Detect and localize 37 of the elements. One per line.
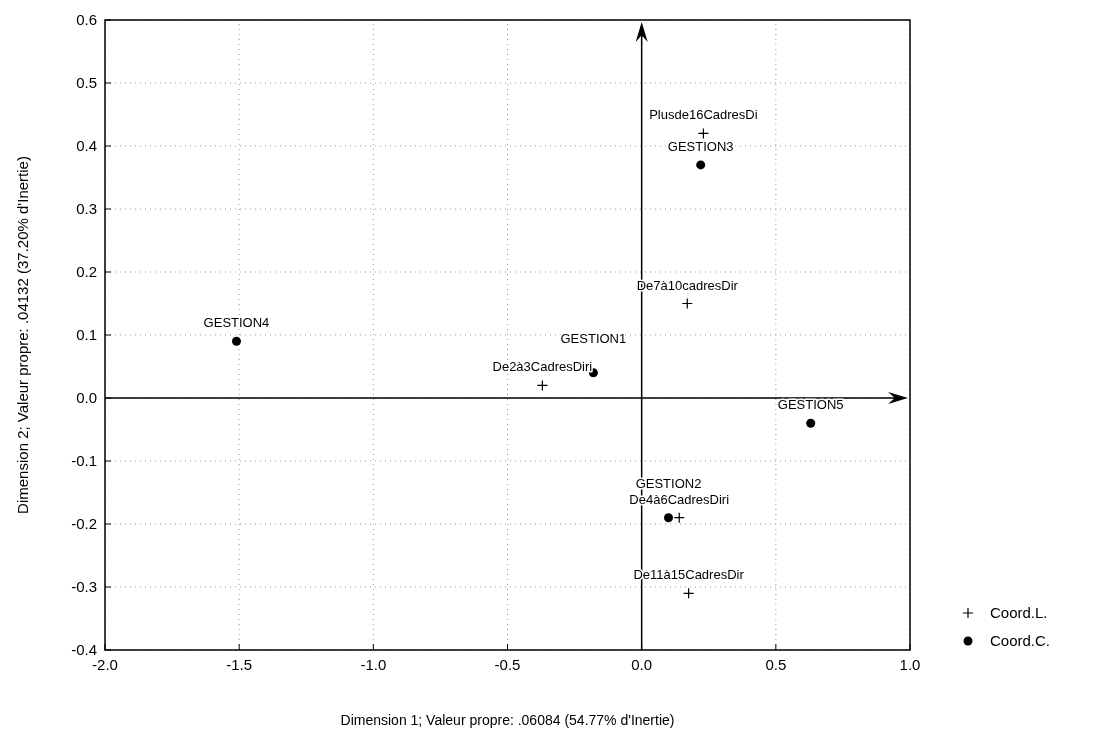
point <box>664 513 673 523</box>
point <box>683 587 695 599</box>
y-tick-label: 0.5 <box>76 74 97 91</box>
point <box>697 127 709 139</box>
point <box>673 512 685 524</box>
y-tick-label: 0.1 <box>76 326 97 343</box>
y-tick-label: 0.4 <box>76 137 97 154</box>
x-tick-label: -1.5 <box>226 656 253 673</box>
point <box>231 336 241 346</box>
point <box>536 379 548 391</box>
point <box>806 418 816 428</box>
x-tick-label: -2.0 <box>92 656 118 673</box>
x-axis-title: Dimension 1; Valeur propre: .06084 (54.77% d'Inertie) <box>340 712 675 728</box>
annotation: GESTION3 <box>667 138 734 154</box>
y-tick-label: -0.4 <box>71 641 97 658</box>
annotation: Plusde16CadresDi <box>649 107 758 123</box>
annotation: GESTION1 <box>560 330 627 346</box>
legend-label: Coord.L. <box>990 604 1048 621</box>
annotation: De2à3CadresDiri <box>492 359 593 375</box>
y-axis-title: Dimension 2; Valeur propre: .04132 (37.20% d'Inertie) <box>14 156 31 514</box>
x-tick-label: -1.0 <box>360 656 387 673</box>
y-tick-label: -0.3 <box>71 578 97 595</box>
y-tick-label: 0.2 <box>76 263 97 280</box>
x-tick-label: 0.0 <box>631 656 653 673</box>
y-tick-label: -0.1 <box>71 452 97 469</box>
y-tick-label: 0.3 <box>76 200 97 217</box>
y-tick-label: 0.6 <box>76 11 97 28</box>
legend-label: Coord.C. <box>990 632 1051 649</box>
y-tick-label: 0.0 <box>76 389 97 406</box>
x-tick-label: 0.5 <box>765 656 787 673</box>
x-tick-label: -0.5 <box>494 656 521 673</box>
y-tick-label: -0.2 <box>71 515 97 532</box>
annotation: GESTION4 <box>203 315 270 331</box>
x-tick-label: 1.0 <box>899 656 921 673</box>
annotation: GESTION5 <box>777 397 844 413</box>
point <box>696 160 706 170</box>
point <box>681 297 693 310</box>
